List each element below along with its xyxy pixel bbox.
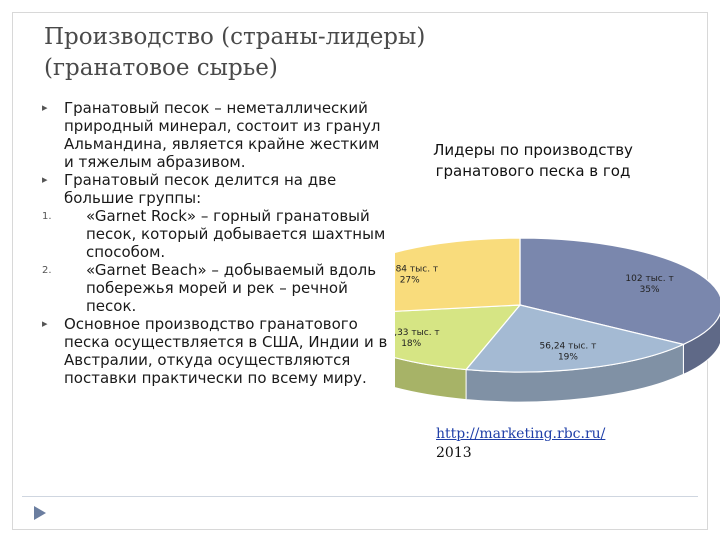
item-number: 1. — [42, 211, 52, 222]
bullet-item: ▸ Гранатовый песок делится на две больши… — [42, 171, 392, 207]
pie-value-label: 79,84 тыс. т — [395, 265, 438, 275]
bullet-arrow-icon: ▸ — [42, 317, 48, 330]
source-link[interactable]: http://marketing.rbc.ru/ — [436, 426, 606, 442]
slide-frame — [12, 12, 708, 530]
bullet-item: ▸ Гранатовый песок – неметаллический при… — [42, 99, 392, 171]
bullet-arrow-icon: ▸ — [42, 173, 48, 186]
bullet-list: ▸ Гранатовый песок – неметаллический при… — [42, 99, 392, 387]
pie-value-label: 53,33 тыс. т — [395, 328, 440, 338]
footer-divider — [22, 496, 698, 497]
bullet-text: «Garnet Beach» – добываемый вдоль побере… — [86, 261, 377, 315]
pie-percent-label: 35% — [640, 285, 660, 295]
numbered-item: 2. «Garnet Beach» – добываемый вдоль поб… — [42, 261, 392, 315]
bullet-item: ▸ Основное производство гранатового песк… — [42, 315, 392, 387]
pie-slice — [395, 304, 522, 371]
bullet-arrow-icon: ▸ — [42, 101, 48, 114]
pie-slice — [395, 237, 521, 312]
pie-value-label: 102 тыс. т — [625, 274, 673, 284]
pie-percent-label: 19% — [558, 353, 578, 363]
pie-percent-label: 18% — [401, 339, 421, 349]
bullet-text: Основное производство гранатового песка … — [64, 315, 388, 387]
source-year: 2013 — [436, 445, 472, 461]
bullet-text: Гранатовый песок – неметаллический приро… — [64, 99, 381, 171]
numbered-item: 1. «Garnet Rock» – горный гранатовый пес… — [42, 207, 392, 261]
pie-slices — [395, 237, 720, 373]
pie-slice — [519, 237, 720, 346]
pie-value-label: 56,24 тыс. т — [540, 342, 597, 352]
bullet-text: «Garnet Rock» – горный гранатовый песок,… — [86, 207, 386, 261]
pie-chart: 102 тыс. т35% 56,24 тыс. т19% 53,33 тыс. т… — [395, 237, 720, 403]
pie-percent-label: 27% — [400, 276, 420, 286]
title-line-1: Производство (страны-лидеры) — [44, 24, 426, 50]
next-slide-arrow-icon[interactable] — [34, 506, 46, 520]
item-number: 2. — [42, 265, 52, 276]
slide-title: Производство (страны-лидеры) (гранатовое… — [44, 22, 544, 84]
bullet-text: Гранатовый песок делится на две большие … — [64, 171, 337, 207]
pie-labels: 102 тыс. т35% 56,24 тыс. т19% 53,33 тыс. т… — [395, 265, 674, 363]
chart-title: Лидеры по производству гранатового песка… — [433, 141, 633, 180]
pie-slice — [464, 304, 686, 373]
title-line-2: (гранатовое сырье) — [44, 55, 278, 81]
